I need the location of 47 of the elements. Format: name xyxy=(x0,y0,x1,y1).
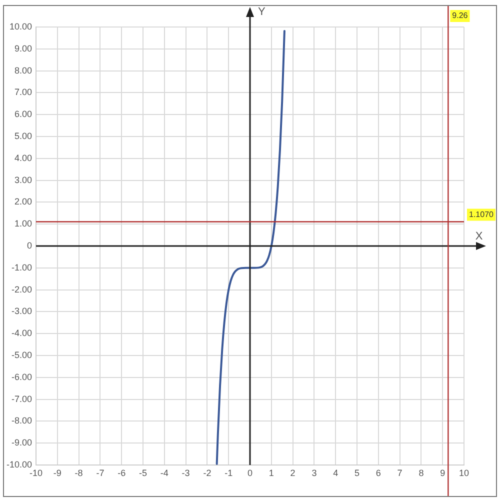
y-tick-label: 8.00 xyxy=(14,65,32,76)
y-axis-title: Y xyxy=(258,6,266,18)
y-tick-label: -9.00 xyxy=(11,438,32,448)
y-tick-label: -3.00 xyxy=(11,306,32,316)
x-tick-label: -6 xyxy=(118,468,126,478)
y-tick-label: 10.00 xyxy=(9,21,32,32)
y-tick-label: -4.00 xyxy=(11,328,32,338)
y-tick-label: 4.00 xyxy=(14,152,32,163)
x-tick-label: -7 xyxy=(96,468,104,478)
y-tick-label: 6.00 xyxy=(14,109,32,120)
y-tick-label: -2.00 xyxy=(11,284,32,294)
x-tick-label: 9 xyxy=(440,468,446,478)
x-tick-label: 7 xyxy=(397,468,402,478)
x-axis-title: X xyxy=(475,230,484,243)
x-tick-label: 4 xyxy=(333,468,338,478)
y-tick-label: 1.00 xyxy=(14,218,32,229)
y-tick-label: 9.00 xyxy=(14,43,32,54)
y-tick-label: 7.00 xyxy=(14,87,32,98)
x-tick-label: 10 xyxy=(458,468,470,478)
y-tick-label: -1.00 xyxy=(11,262,32,272)
y-tick-label: -6.00 xyxy=(11,372,32,382)
x-tick-label: -5 xyxy=(138,468,148,478)
line-series xyxy=(216,30,286,465)
x-tick-label: -1 xyxy=(224,468,233,478)
x-tick-label: -2 xyxy=(203,468,212,478)
y-tick-label: -10.00 xyxy=(6,459,32,470)
x-tick-label: -4 xyxy=(160,468,168,478)
x-tick-label: 3 xyxy=(312,468,317,478)
x-tick-label: -9 xyxy=(53,468,62,478)
x-tick-label: -10 xyxy=(29,468,43,478)
x-tick-label: 1 xyxy=(268,468,274,478)
x-tick-label: 6 xyxy=(376,468,381,478)
x-tick-label: 2 xyxy=(290,468,296,478)
ref-line-label: 9.26 xyxy=(452,11,468,20)
x-tick-label: -8 xyxy=(74,468,83,478)
y-tick-label: 0 xyxy=(26,240,32,250)
y-tick-label: 2.00 xyxy=(14,196,32,207)
y-tick-label: 3.00 xyxy=(14,174,32,185)
x-tick-label: 5 xyxy=(354,468,360,478)
x-tick-label: 0 xyxy=(247,468,253,478)
y-tick-label: 5.00 xyxy=(14,130,32,141)
x-tick-label: 8 xyxy=(418,468,424,478)
ref-line-label: 1.1070 xyxy=(469,210,494,219)
y-tick-label: -8.00 xyxy=(11,416,32,426)
x-tick-label: -3 xyxy=(182,468,190,478)
y-tick-label: -5.00 xyxy=(11,350,32,360)
y-tick-label: -7.00 xyxy=(11,394,32,404)
